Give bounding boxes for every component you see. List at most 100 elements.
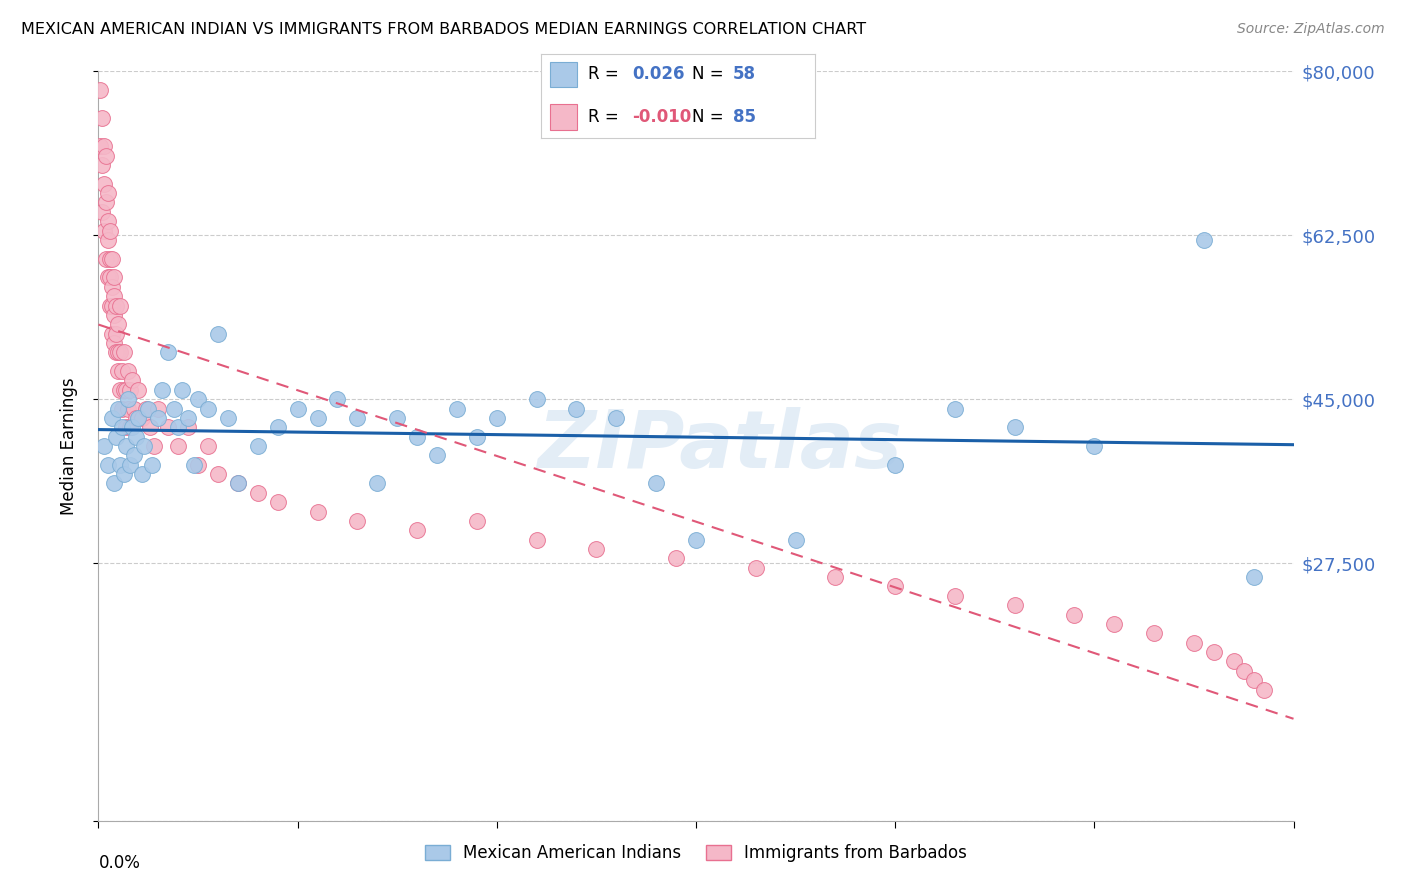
Point — [406, 430, 429, 444]
Point — [120, 383, 142, 397]
Point — [125, 411, 148, 425]
Point — [96, 148, 118, 162]
Point — [98, 223, 122, 237]
Point — [226, 476, 249, 491]
Point — [131, 467, 153, 482]
Point — [197, 401, 219, 416]
Point — [111, 401, 134, 416]
Point — [89, 83, 111, 97]
Point — [111, 420, 134, 434]
Point — [526, 392, 548, 407]
Point — [112, 345, 135, 359]
Point — [110, 345, 132, 359]
Text: MEXICAN AMERICAN INDIAN VS IMMIGRANTS FROM BARBADOS MEDIAN EARNINGS CORRELATION : MEXICAN AMERICAN INDIAN VS IMMIGRANTS FR… — [21, 22, 866, 37]
Point — [1083, 439, 1105, 453]
Text: 0.026: 0.026 — [631, 65, 685, 83]
Point — [1143, 626, 1166, 640]
Point — [217, 411, 239, 425]
Point — [112, 383, 135, 397]
Point — [943, 401, 966, 416]
Point — [226, 476, 249, 491]
Point — [287, 401, 309, 416]
Point — [167, 420, 190, 434]
Bar — [550, 62, 576, 87]
Point — [124, 401, 146, 416]
Point — [91, 112, 114, 126]
Point — [111, 364, 134, 378]
Point — [93, 139, 115, 153]
Point — [526, 533, 548, 547]
Point — [465, 430, 488, 444]
Point — [1243, 570, 1265, 584]
Point — [91, 158, 114, 172]
Point — [98, 298, 122, 313]
Point — [120, 458, 142, 472]
Point — [1182, 635, 1205, 649]
Point — [326, 392, 349, 407]
Text: R =: R = — [588, 65, 624, 83]
Point — [1233, 664, 1256, 678]
Point — [91, 205, 114, 219]
Point — [1063, 607, 1085, 622]
Point — [98, 270, 122, 285]
Point — [117, 364, 139, 378]
Point — [112, 467, 135, 482]
Point — [187, 392, 209, 407]
Point — [110, 383, 132, 397]
Point — [485, 411, 508, 425]
Point — [97, 186, 120, 201]
Point — [446, 401, 468, 416]
Point — [943, 589, 966, 603]
Point — [1243, 673, 1265, 688]
Point — [135, 401, 157, 416]
Point — [101, 280, 124, 294]
Point — [1223, 655, 1246, 669]
Point — [103, 270, 125, 285]
Point — [1004, 420, 1026, 434]
Point — [177, 411, 200, 425]
Point — [246, 485, 269, 500]
Point — [785, 533, 807, 547]
Point — [121, 374, 143, 388]
Point — [117, 392, 139, 407]
Point — [89, 139, 111, 153]
Point — [125, 430, 148, 444]
Point — [96, 195, 118, 210]
Point — [187, 458, 209, 472]
Text: N =: N = — [692, 65, 728, 83]
Text: ZIPatlas: ZIPatlas — [537, 407, 903, 485]
Point — [97, 214, 120, 228]
Text: 85: 85 — [734, 108, 756, 126]
Point — [150, 383, 173, 397]
Point — [605, 411, 627, 425]
Point — [103, 308, 125, 322]
Legend: Mexican American Indians, Immigrants from Barbados: Mexican American Indians, Immigrants fro… — [418, 838, 974, 869]
Point — [121, 420, 143, 434]
Y-axis label: Median Earnings: Median Earnings — [59, 377, 77, 515]
Text: 0.0%: 0.0% — [98, 855, 141, 872]
Point — [105, 326, 128, 341]
Point — [207, 467, 229, 482]
Point — [105, 298, 128, 313]
Point — [105, 345, 128, 359]
Point — [139, 420, 162, 434]
Point — [127, 383, 149, 397]
Point — [1004, 599, 1026, 613]
Point — [172, 383, 194, 397]
Point — [97, 233, 120, 247]
Point — [127, 411, 149, 425]
Point — [1192, 233, 1215, 247]
Point — [115, 439, 138, 453]
Point — [105, 430, 128, 444]
Point — [103, 476, 125, 491]
Point — [1253, 682, 1275, 697]
Point — [110, 298, 132, 313]
Point — [307, 411, 329, 425]
Point — [406, 523, 429, 537]
Point — [115, 420, 138, 434]
Point — [107, 318, 129, 332]
Point — [107, 345, 129, 359]
Point — [177, 420, 200, 434]
Point — [124, 449, 146, 463]
Point — [110, 458, 132, 472]
